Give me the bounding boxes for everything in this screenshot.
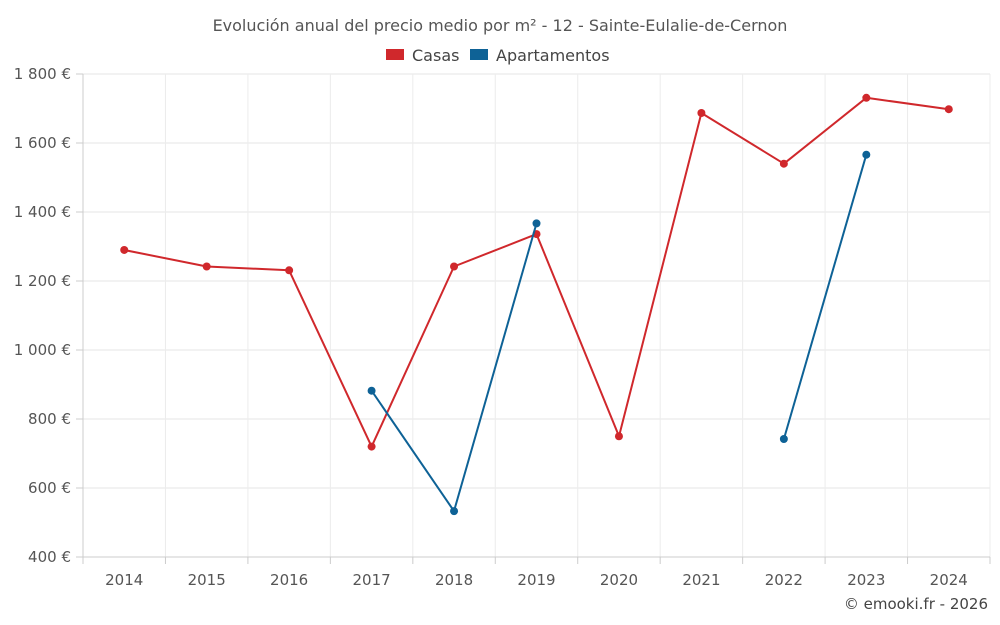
x-tick-label: 2016: [270, 571, 308, 589]
data-point: [450, 262, 459, 271]
x-tick-label: 2015: [188, 571, 226, 589]
series-line: [782, 154, 868, 440]
series-apartamentos: [367, 150, 871, 516]
data-point: [944, 105, 953, 114]
y-tick-label: 1 200 €: [14, 272, 71, 290]
y-tick-label: 1 800 €: [14, 65, 71, 83]
data-point: [862, 93, 871, 102]
y-tick-label: 1 000 €: [14, 341, 71, 359]
data-point: [862, 150, 871, 159]
x-tick-label: 2019: [517, 571, 555, 589]
grid: [82, 73, 991, 558]
data-point: [120, 245, 129, 254]
legend-swatch: [386, 49, 404, 60]
data-point: [367, 386, 376, 395]
y-tick-label: 600 €: [28, 479, 71, 497]
credit-text: © emooki.fr - 2026: [844, 595, 988, 613]
y-tick-label: 400 €: [28, 548, 71, 566]
legend-swatch: [470, 49, 488, 60]
series-casas: [120, 93, 953, 451]
data-point: [285, 266, 294, 275]
legend: Casas Apartamentos: [386, 46, 610, 65]
x-tick-label: 2020: [600, 571, 638, 589]
data-point: [532, 219, 541, 228]
x-tick-label: 2024: [930, 571, 968, 589]
legend-label: Casas: [412, 46, 459, 65]
series-layer: [120, 93, 953, 516]
legend-label: Apartamentos: [496, 46, 610, 65]
x-tick-label: 2022: [765, 571, 803, 589]
data-point: [450, 507, 459, 516]
chart-title: Evolución anual del precio medio por m² …: [213, 16, 788, 35]
axes: 400 € 600 € 800 € 1 000 € 1 200 € 1 400 € 1 60…: [14, 65, 991, 589]
data-point: [367, 442, 376, 451]
y-tick-label: 800 €: [28, 410, 71, 428]
x-tick-label: 2014: [105, 571, 143, 589]
x-tick-label: 2018: [435, 571, 473, 589]
data-point: [697, 108, 706, 117]
data-point: [779, 159, 788, 168]
y-tick-label: 1 600 €: [14, 134, 71, 152]
data-point: [614, 432, 623, 441]
data-point: [202, 262, 211, 271]
y-tick-label: 1 400 €: [14, 203, 71, 221]
data-point: [779, 435, 788, 444]
x-tick-label: 2021: [682, 571, 720, 589]
x-tick-label: 2023: [847, 571, 885, 589]
x-tick-label: 2017: [352, 571, 390, 589]
